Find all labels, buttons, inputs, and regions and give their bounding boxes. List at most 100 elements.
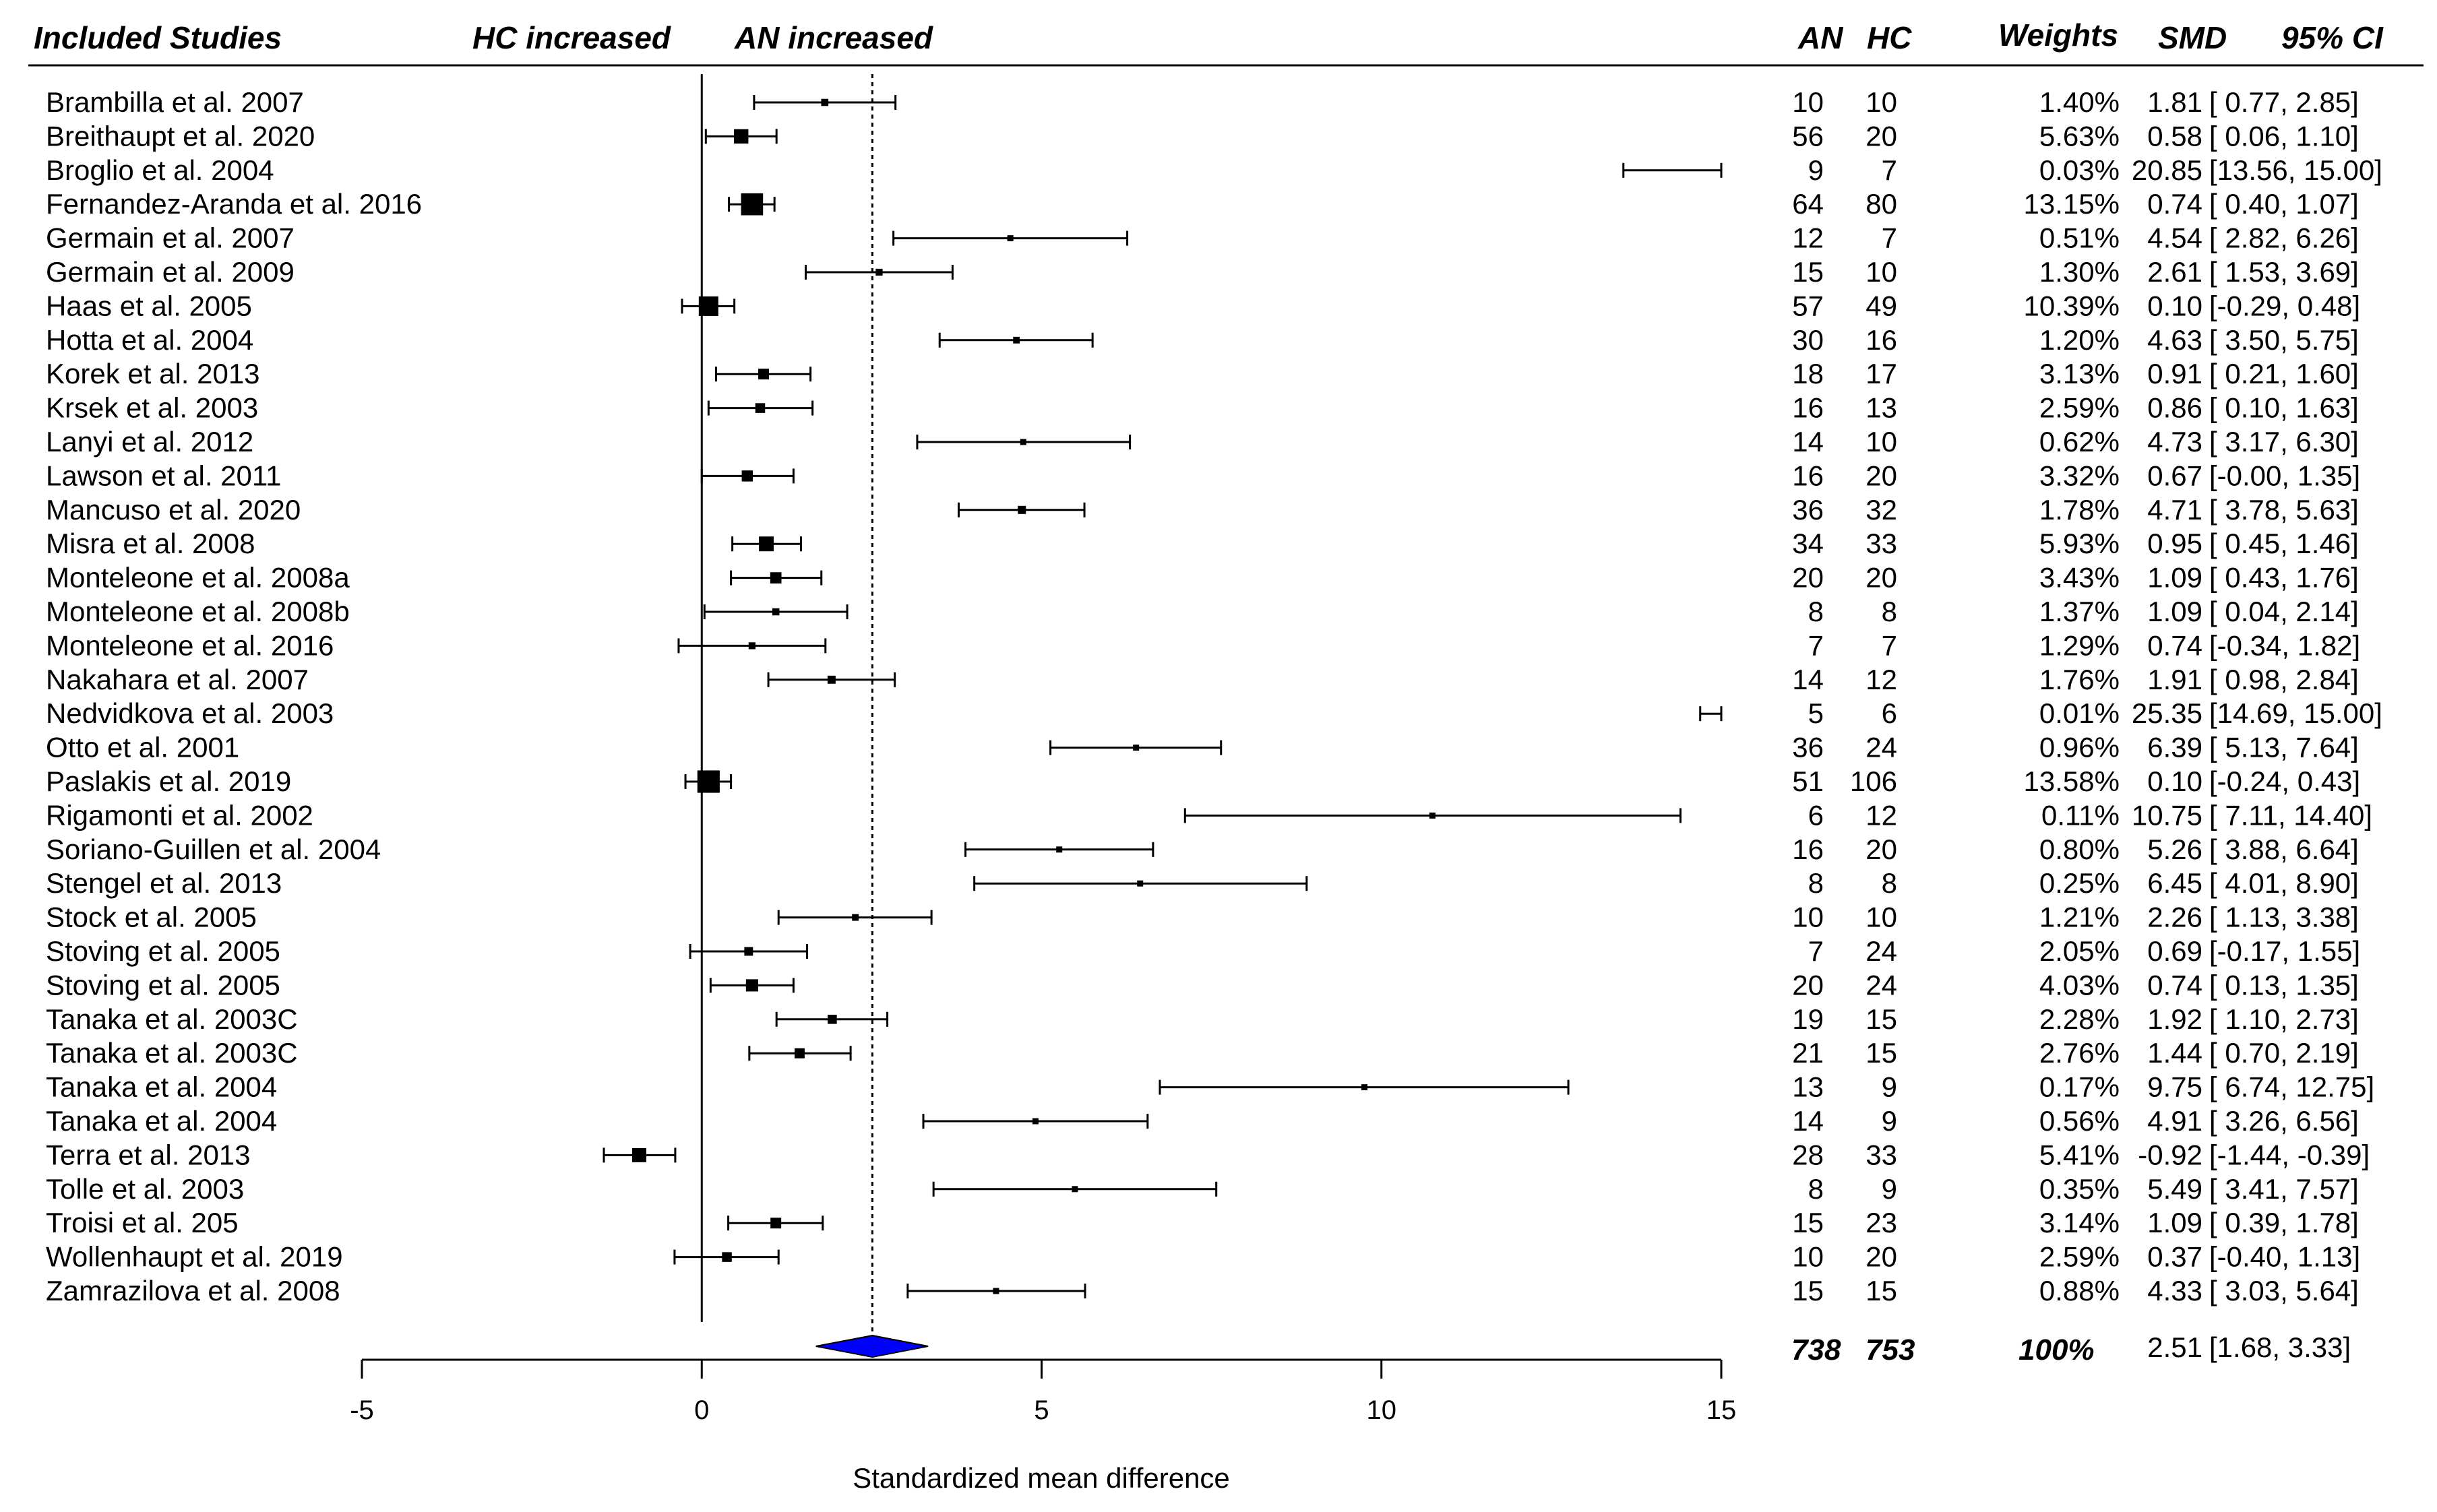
x-axis-label: Standardized mean difference [853, 1462, 1230, 1494]
study-name: Monteleone et al. 2008a [46, 562, 350, 594]
study-name: Germain et al. 2007 [46, 222, 295, 254]
study-row: Troisi et al. 205 15 23 3.14% 1.09[ 0.39, 1.… [46, 1207, 2359, 1238]
study-smd: 0.10 [2147, 290, 2202, 321]
study-smd: 5.26 [2147, 833, 2202, 865]
point-estimate [741, 470, 753, 482]
study-an: 16 [1792, 833, 1824, 865]
study-smd: 0.91 [2147, 358, 2202, 389]
study-ci: [ 4.01, 8.90] [2209, 867, 2359, 899]
study-weight: 13.15% [2024, 188, 2120, 220]
study-hc: 24 [1865, 935, 1897, 967]
study-name: Hotta et al. 2004 [46, 324, 253, 356]
study-weight: 3.13% [2039, 358, 2120, 389]
study-hc: 106 [1850, 765, 1897, 797]
x-tick-label: 5 [1034, 1395, 1049, 1425]
study-hc: 49 [1865, 290, 1897, 321]
x-tick-label: 0 [694, 1395, 709, 1425]
study-weight: 1.37% [2039, 596, 2120, 627]
point-estimate [1013, 336, 1020, 344]
study-an: 8 [1808, 596, 1824, 627]
study-weight: 0.03% [2039, 154, 2120, 186]
study-smd: 1.09 [2147, 1207, 2202, 1238]
study-name: Germain et al. 2009 [46, 256, 295, 288]
study-name: Otto et al. 2001 [46, 732, 239, 763]
study-ci: [ 0.04, 2.14] [2209, 596, 2359, 627]
study-ci: [ 3.26, 6.56] [2209, 1105, 2359, 1137]
study-ci: [ 7.11, 14.40] [2209, 799, 2372, 831]
point-estimate [758, 369, 769, 380]
header-ci: 95% CI [2281, 20, 2384, 55]
study-name: Haas et al. 2005 [46, 290, 252, 321]
study-ci: [ 2.82, 6.26] [2209, 222, 2359, 254]
study-hc: 9 [1882, 1105, 1897, 1137]
study-ci: [ 3.41, 7.57] [2209, 1173, 2359, 1205]
study-weight: 0.62% [2039, 426, 2120, 458]
study-ci: [ 3.17, 6.30] [2209, 426, 2359, 458]
study-smd: 4.91 [2147, 1105, 2202, 1137]
study-weight: 0.80% [2039, 833, 2120, 865]
study-hc: 20 [1865, 460, 1897, 491]
study-name: Monteleone et al. 2016 [46, 629, 334, 661]
study-row: Korek et al. 2013 18 17 3.13% 0.91[ 0.21, 1.… [46, 358, 2359, 389]
study-rows: Brambilla et al. 2007 10 10 1.40% 1.81[ 0.77… [46, 86, 2382, 1306]
study-row: Krsek et al. 2003 16 13 2.59% 0.86[ 0.10, 1.… [46, 392, 2359, 424]
study-smd: 6.39 [2147, 732, 2202, 763]
point-estimate [828, 1015, 837, 1024]
study-smd: 0.95 [2147, 528, 2202, 559]
study-weight: 1.78% [2039, 494, 2120, 526]
study-hc: 10 [1865, 426, 1897, 458]
point-estimate [827, 675, 836, 684]
study-name: Tanaka et al. 2003C [46, 1037, 298, 1069]
study-hc: 15 [1865, 1037, 1897, 1069]
study-ci: [-0.17, 1.55] [2209, 935, 2360, 967]
study-weight: 1.20% [2039, 324, 2120, 356]
x-tick-label: 15 [1706, 1395, 1737, 1425]
study-ci: [ 5.13, 7.64] [2209, 732, 2359, 763]
point-estimate [759, 536, 774, 552]
study-row: Mancuso et al. 2020 36 32 1.78% 4.71[ 3.78, … [46, 494, 2359, 526]
study-smd: 4.63 [2147, 324, 2202, 356]
study-weight: 0.51% [2039, 222, 2120, 254]
study-smd: 1.09 [2147, 596, 2202, 627]
study-smd: 25.35 [2132, 697, 2202, 729]
study-ci: [ 3.03, 5.64] [2209, 1275, 2359, 1306]
study-ci: [ 0.40, 1.07] [2209, 188, 2359, 220]
study-name: Nedvidkova et al. 2003 [46, 697, 334, 729]
study-ci: [-0.40, 1.13] [2209, 1241, 2360, 1273]
study-row: Wollenhaupt et al. 2019 10 20 2.59% 0.37 [-0.… [46, 1241, 2360, 1273]
study-weight: 13.58% [2024, 765, 2120, 797]
study-an: 10 [1792, 1241, 1824, 1273]
study-ci: [ 3.78, 5.63] [2209, 494, 2359, 526]
study-ci: [13.56, 15.00] [2209, 154, 2382, 186]
study-row: Tanaka et al. 2003C 21 15 2.76% 1.44[ 0.70, … [46, 1037, 2359, 1069]
study-smd: 0.86 [2147, 392, 2202, 424]
study-an: 28 [1792, 1139, 1824, 1170]
study-hc: 23 [1865, 1207, 1897, 1238]
study-smd: 4.33 [2147, 1275, 2202, 1306]
study-an: 10 [1792, 86, 1824, 118]
summary-an: 738 [1791, 1333, 1841, 1366]
study-name: Rigamonti et al. 2002 [46, 799, 313, 831]
study-name: Lanyi et al. 2012 [46, 426, 253, 458]
study-weight: 1.29% [2039, 629, 2120, 661]
study-row: Tanaka et al. 2004 13 9 0.17% 9.75[ 6.74, 12… [46, 1071, 2374, 1103]
point-estimate [744, 947, 753, 956]
header-an: AN [1797, 20, 1843, 55]
study-row: Brambilla et al. 2007 10 10 1.40% 1.81[ 0.77… [46, 86, 2359, 118]
summary-diamond [815, 1334, 929, 1358]
study-hc: 9 [1882, 1071, 1897, 1103]
x-tick-label: 10 [1367, 1395, 1397, 1425]
study-an: 7 [1808, 935, 1824, 967]
point-estimate [875, 268, 883, 276]
study-hc: 32 [1865, 494, 1897, 526]
study-name: Monteleone et al. 2008b [46, 596, 350, 627]
study-smd: 0.10 [2147, 765, 2202, 797]
study-an: 21 [1792, 1037, 1824, 1069]
study-ci: [14.69, 15.00] [2209, 697, 2382, 729]
study-ci: [ 0.43, 1.76] [2209, 562, 2359, 594]
summary-row: 738 753 100% 2.51 [1.68, 3.33] [815, 1331, 2351, 1366]
study-hc: 20 [1865, 1241, 1897, 1273]
study-hc: 17 [1865, 358, 1897, 389]
point-estimate [794, 1048, 805, 1059]
study-hc: 7 [1882, 222, 1897, 254]
